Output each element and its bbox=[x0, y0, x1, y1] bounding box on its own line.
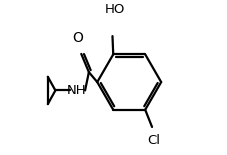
Text: O: O bbox=[72, 31, 83, 45]
Text: Cl: Cl bbox=[146, 134, 159, 147]
Text: NH: NH bbox=[67, 84, 86, 97]
Text: HO: HO bbox=[104, 3, 124, 16]
